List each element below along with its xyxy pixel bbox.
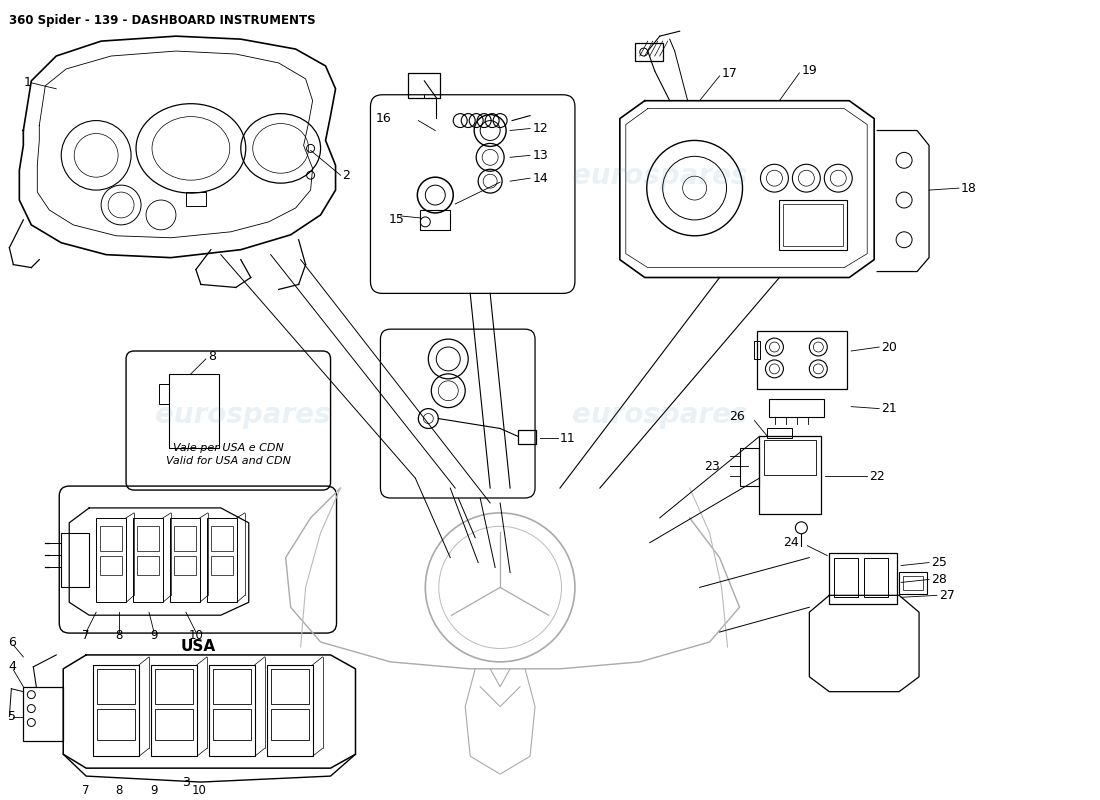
Text: USA: USA — [180, 639, 216, 654]
Bar — [865, 558, 888, 598]
Bar — [100, 526, 122, 550]
Bar — [151, 665, 197, 756]
Bar — [62, 533, 89, 587]
Text: 360 Spider - 139 - DASHBOARD INSTRUMENTS: 360 Spider - 139 - DASHBOARD INSTRUMENTS — [10, 14, 316, 27]
Bar — [769, 398, 824, 417]
Text: 11: 11 — [560, 432, 575, 445]
Bar — [758, 331, 847, 389]
Text: 25: 25 — [931, 556, 947, 569]
Bar — [209, 665, 255, 756]
Bar — [834, 558, 858, 598]
Bar — [138, 556, 160, 575]
Text: 16: 16 — [375, 112, 392, 125]
Bar — [170, 518, 200, 602]
Bar — [94, 665, 139, 756]
Text: 5: 5 — [9, 710, 16, 723]
Bar — [755, 341, 760, 359]
Text: 6: 6 — [9, 635, 16, 649]
Text: 9: 9 — [151, 629, 157, 642]
Text: 8: 8 — [208, 350, 216, 363]
Bar — [768, 429, 792, 438]
Bar — [96, 518, 126, 602]
Bar — [635, 43, 662, 61]
Bar — [408, 73, 440, 98]
Bar — [420, 210, 450, 230]
Text: Valid for USA and CDN: Valid for USA and CDN — [166, 456, 292, 466]
Bar — [174, 526, 196, 550]
Text: 7: 7 — [82, 629, 90, 642]
Text: 4: 4 — [9, 660, 16, 674]
Text: 15: 15 — [388, 214, 405, 226]
Bar — [160, 384, 169, 404]
Bar — [155, 669, 192, 703]
Text: 17: 17 — [722, 67, 737, 80]
Bar — [903, 577, 923, 590]
Bar — [211, 556, 233, 575]
Text: 10: 10 — [188, 629, 204, 642]
Text: 12: 12 — [534, 122, 549, 135]
Bar — [764, 440, 816, 475]
Text: Vale per USA e CDN: Vale per USA e CDN — [174, 443, 284, 454]
Bar — [271, 669, 309, 703]
Text: 3: 3 — [182, 775, 190, 789]
Text: 28: 28 — [931, 573, 947, 586]
Bar — [155, 709, 192, 740]
Text: eurospares: eurospares — [155, 401, 330, 429]
Bar — [100, 556, 122, 575]
Bar — [97, 669, 135, 703]
Bar — [518, 430, 536, 444]
Bar — [271, 709, 309, 740]
Text: 10: 10 — [191, 785, 207, 798]
Bar — [783, 204, 844, 246]
Bar — [169, 374, 219, 448]
Bar — [133, 518, 163, 602]
Text: 24: 24 — [783, 536, 800, 549]
Text: 22: 22 — [869, 470, 884, 482]
Bar — [23, 686, 63, 742]
Bar — [266, 665, 312, 756]
Text: 1: 1 — [23, 76, 31, 90]
Text: 8: 8 — [116, 785, 123, 798]
Bar — [213, 709, 251, 740]
Bar — [138, 526, 160, 550]
Bar — [899, 573, 927, 594]
Text: 21: 21 — [881, 402, 896, 415]
Text: eurospares: eurospares — [572, 162, 748, 190]
Text: 9: 9 — [151, 785, 157, 798]
Text: 19: 19 — [802, 65, 817, 78]
Text: 8: 8 — [116, 629, 123, 642]
Text: 27: 27 — [939, 589, 955, 602]
Bar — [97, 709, 135, 740]
Bar — [186, 192, 206, 206]
Bar — [739, 448, 759, 486]
Bar — [780, 200, 847, 250]
Bar — [174, 556, 196, 575]
Bar — [759, 437, 822, 514]
Text: 20: 20 — [881, 341, 896, 354]
Bar — [829, 553, 898, 604]
Text: eurospares: eurospares — [572, 401, 748, 429]
Text: 14: 14 — [534, 172, 549, 185]
Text: 26: 26 — [729, 410, 745, 423]
Bar — [207, 518, 236, 602]
Bar — [211, 526, 233, 550]
Bar — [213, 669, 251, 703]
Text: 2: 2 — [342, 169, 351, 182]
Text: 7: 7 — [82, 785, 90, 798]
Text: 13: 13 — [534, 149, 549, 162]
Text: 18: 18 — [961, 182, 977, 194]
Text: 23: 23 — [704, 460, 719, 473]
